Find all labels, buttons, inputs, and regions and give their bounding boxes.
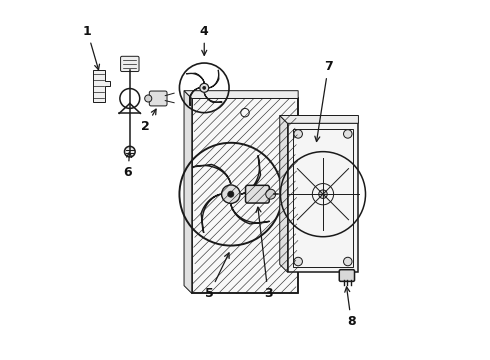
Circle shape (228, 191, 234, 197)
Text: 2: 2 (142, 109, 156, 133)
Polygon shape (184, 91, 298, 99)
Circle shape (343, 130, 352, 138)
Circle shape (145, 95, 152, 102)
Text: 6: 6 (123, 152, 132, 179)
Polygon shape (192, 165, 231, 184)
Polygon shape (201, 194, 220, 233)
Text: 1: 1 (83, 24, 99, 69)
Polygon shape (280, 116, 288, 272)
Text: 4: 4 (200, 24, 209, 55)
Text: 3: 3 (256, 207, 272, 300)
Polygon shape (288, 123, 358, 272)
FancyBboxPatch shape (149, 91, 167, 106)
Polygon shape (241, 156, 261, 194)
Polygon shape (231, 204, 270, 224)
Polygon shape (192, 99, 298, 293)
FancyBboxPatch shape (339, 270, 355, 282)
Circle shape (124, 146, 135, 157)
Polygon shape (186, 73, 204, 83)
Text: 8: 8 (345, 287, 356, 328)
Circle shape (221, 185, 240, 203)
FancyBboxPatch shape (121, 56, 139, 72)
Polygon shape (93, 70, 110, 102)
Circle shape (200, 84, 209, 92)
Circle shape (294, 130, 302, 138)
Circle shape (294, 257, 302, 266)
Text: 5: 5 (205, 253, 229, 300)
Polygon shape (184, 91, 192, 293)
Circle shape (266, 189, 276, 199)
Text: 7: 7 (315, 60, 333, 141)
Polygon shape (280, 116, 358, 123)
Polygon shape (190, 88, 199, 106)
Circle shape (203, 86, 206, 89)
Circle shape (318, 190, 327, 198)
Circle shape (343, 257, 352, 266)
Polygon shape (209, 70, 219, 88)
Polygon shape (204, 93, 222, 103)
FancyBboxPatch shape (245, 185, 270, 203)
